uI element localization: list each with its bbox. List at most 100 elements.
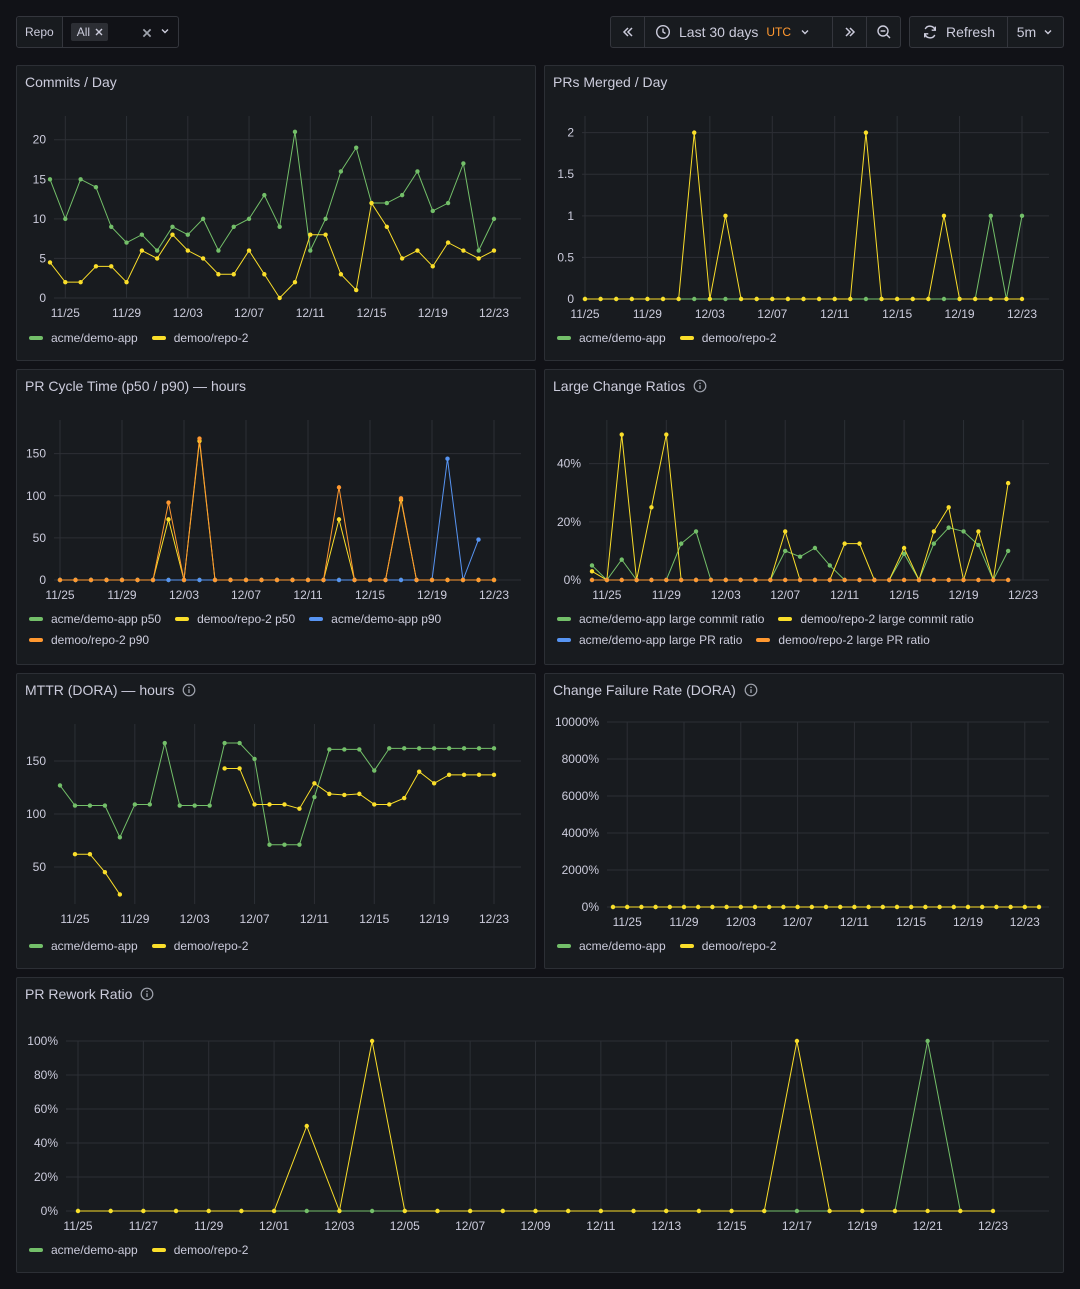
data-point	[467, 1208, 473, 1214]
chevron-down-icon	[801, 30, 809, 35]
data-point	[292, 279, 298, 285]
legend-item[interactable]: demoo/repo-2 large PR ratio	[756, 633, 930, 647]
data-point	[707, 296, 713, 302]
data-point	[1036, 904, 1042, 910]
info-icon[interactable]	[693, 379, 707, 393]
data-point	[645, 296, 650, 302]
x-tick-label: 12/03	[169, 588, 199, 602]
legend-label: acme/demo-app	[51, 939, 138, 953]
data-point	[354, 287, 359, 293]
data-point	[667, 904, 672, 910]
x-tick-label: 12/17	[782, 1219, 812, 1233]
data-point	[387, 746, 392, 751]
legend-swatch	[309, 617, 324, 621]
chevron-down-icon[interactable]	[159, 25, 171, 37]
data-point	[429, 577, 435, 583]
data-point	[117, 835, 123, 840]
legend-swatch	[557, 336, 571, 340]
data-point	[387, 802, 392, 807]
x-tick-label: 12/15	[896, 915, 926, 929]
data-point	[402, 795, 407, 801]
legend-item[interactable]: acme/demo-app	[557, 331, 666, 345]
data-point	[154, 248, 160, 253]
series-line	[60, 438, 494, 581]
data-point	[274, 577, 280, 583]
data-point	[589, 563, 595, 568]
refresh-interval-picker[interactable]: 5m	[1008, 17, 1063, 47]
x-tick-label: 12/03	[324, 1219, 354, 1233]
chart-legend: acme/demo-app demoo/repo-2	[29, 1243, 248, 1257]
legend-item[interactable]: acme/demo-app large commit ratio	[557, 612, 764, 626]
legend-item[interactable]: demoo/repo-2	[679, 939, 776, 953]
info-icon[interactable]	[140, 987, 154, 1001]
panel-title: PR Cycle Time (p50 / p90) — hours	[25, 378, 246, 394]
legend-item[interactable]: demoo/repo-2 large commit ratio	[778, 612, 974, 626]
x-tick-label: 11/25	[613, 915, 642, 929]
data-point	[336, 517, 342, 522]
time-range-button[interactable]: Last 30 days UTC	[645, 17, 833, 47]
data-point	[931, 529, 937, 534]
data-point	[402, 746, 407, 751]
data-point	[476, 248, 481, 253]
legend-label: acme/demo-app	[579, 331, 666, 345]
legend-item[interactable]: demoo/repo-2 p90	[29, 633, 149, 647]
data-point	[781, 904, 786, 910]
repo-value-chip[interactable]: All	[70, 23, 109, 41]
y-tick-label: 40%	[34, 1136, 58, 1150]
data-point	[491, 577, 497, 583]
data-point	[783, 529, 788, 534]
data-point	[342, 792, 347, 798]
data-point	[809, 904, 814, 910]
legend-item[interactable]: demoo/repo-2	[151, 1243, 249, 1257]
data-point	[783, 577, 788, 583]
panel-large-change-ratios: Large Change Ratios 0% 20% 40% 11/25 11/29 12…	[544, 369, 1064, 665]
data-point	[88, 577, 94, 583]
close-icon[interactable]	[94, 27, 104, 37]
panel-title-text: MTTR (DORA) — hours	[25, 682, 175, 698]
legend-item[interactable]: acme/demo-app large PR ratio	[557, 633, 742, 647]
clear-selection-icon[interactable]	[141, 27, 153, 39]
data-point	[857, 577, 862, 583]
legend-item[interactable]: acme/demo-app	[29, 331, 138, 345]
data-point	[177, 803, 182, 808]
data-point	[237, 740, 242, 746]
x-tick-label: 11/25	[63, 1219, 92, 1233]
info-icon[interactable]	[182, 683, 196, 697]
legend-swatch	[29, 617, 43, 621]
data-point	[625, 904, 630, 910]
legend-item[interactable]: acme/demo-app p90	[309, 612, 441, 626]
data-point	[723, 213, 728, 219]
data-point	[222, 740, 227, 746]
legend-item[interactable]: demoo/repo-2	[679, 331, 776, 345]
x-tick-label: 12/03	[726, 915, 756, 929]
data-point	[649, 577, 654, 583]
large-change-ratios-chart: 0% 20% 40% 11/25 11/29 12/03 12/07 12/11 12/15 12…	[557, 420, 1049, 602]
repo-variable-picker[interactable]: Repo All	[16, 16, 179, 48]
shift-time-forward-button[interactable]	[833, 17, 867, 47]
data-point	[976, 577, 981, 583]
legend-item[interactable]: acme/demo-app	[29, 1243, 138, 1257]
data-point	[738, 577, 743, 583]
y-tick-label: 100	[26, 489, 46, 503]
data-point	[117, 892, 123, 897]
refresh-button[interactable]: Refresh	[910, 17, 1008, 47]
data-point	[894, 296, 900, 302]
legend-item[interactable]: acme/demo-app p50	[29, 612, 161, 626]
zoom-out-button[interactable]	[867, 17, 900, 47]
data-point	[141, 1208, 146, 1214]
legend-item[interactable]: acme/demo-app	[557, 939, 666, 953]
refresh-interval-label: 5m	[1016, 24, 1037, 40]
data-point	[604, 577, 610, 583]
shift-time-back-button[interactable]	[611, 17, 645, 47]
legend-item[interactable]: demoo/repo-2	[151, 331, 248, 345]
legend-item[interactable]: demoo/repo-2	[151, 939, 248, 953]
info-icon[interactable]	[744, 683, 758, 697]
panel-commits-per-day: Commits / Day 0 5 10 15 20 11/25 11/29 12/03 12/…	[16, 65, 536, 361]
legend-item[interactable]: demoo/repo-2 p50	[175, 612, 295, 626]
data-point	[431, 781, 437, 786]
panel-title: Large Change Ratios	[553, 378, 707, 394]
y-tick-label: 100%	[27, 1034, 58, 1048]
legend-item[interactable]: acme/demo-app	[29, 939, 138, 953]
legend-label: demoo/repo-2	[173, 1243, 249, 1257]
data-point	[1005, 577, 1011, 583]
